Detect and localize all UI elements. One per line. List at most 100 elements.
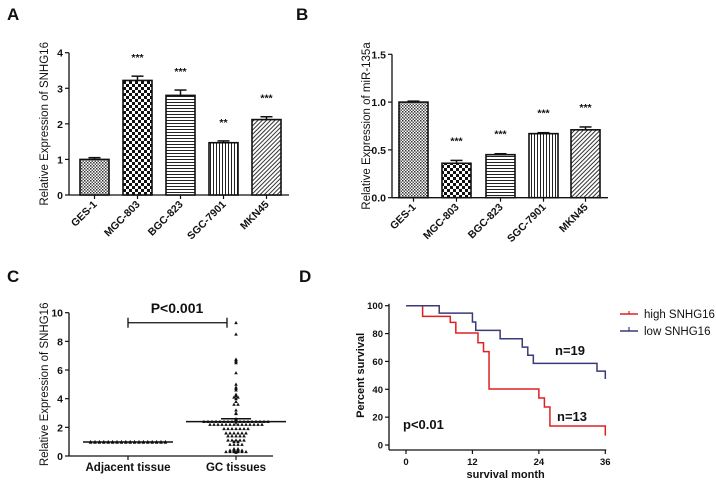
data-point xyxy=(226,434,230,438)
bar-mkn45 xyxy=(570,129,601,199)
data-point xyxy=(236,439,240,444)
data-point xyxy=(220,422,224,426)
y-axis-label: Relative Expression of SNHG16 xyxy=(39,303,51,467)
survival-curve-low xyxy=(406,304,607,379)
y-tick-label: 2 xyxy=(57,422,63,434)
data-point xyxy=(242,434,246,438)
data-point xyxy=(234,399,238,403)
bar-mgc-803 xyxy=(441,162,472,199)
data-point xyxy=(248,422,252,426)
y-tick-label: 3 xyxy=(57,83,63,95)
y-tick-label: 10 xyxy=(51,308,63,320)
data-point xyxy=(232,395,236,399)
data-point xyxy=(228,449,232,454)
data-point xyxy=(232,449,236,454)
data-point xyxy=(234,408,238,412)
n-label: n=19 xyxy=(555,343,585,358)
bar-ges-1 xyxy=(398,101,429,199)
data-point xyxy=(236,431,240,435)
x-tick-label: 12 xyxy=(467,457,478,468)
bar-sgc-7901 xyxy=(528,132,559,199)
data-point xyxy=(230,434,234,438)
data-point xyxy=(208,422,212,426)
significance-label: *** xyxy=(537,108,550,120)
legend-label: high SNHG16 xyxy=(644,309,715,321)
significance-label: *** xyxy=(131,52,144,64)
data-point xyxy=(224,449,228,454)
data-point xyxy=(226,426,230,431)
x-tick-label: SGC-7901 xyxy=(505,201,549,245)
data-point xyxy=(234,450,238,454)
y-tick-label: 0 xyxy=(57,190,63,202)
data-point xyxy=(232,442,236,446)
y-tick-label: 1.0 xyxy=(371,97,386,109)
significance-label: *** xyxy=(450,135,463,147)
data-point xyxy=(216,422,220,426)
panel-label-a: A xyxy=(7,5,19,24)
data-point xyxy=(238,434,242,438)
data-point xyxy=(234,361,238,365)
data-point xyxy=(240,442,244,446)
data-point xyxy=(240,422,244,426)
data-point xyxy=(244,449,248,454)
panel-label-b: B xyxy=(296,5,308,24)
data-point xyxy=(226,438,230,442)
y-tick-label: 0 xyxy=(378,441,383,452)
data-point xyxy=(228,431,232,435)
data-point xyxy=(236,402,240,406)
n-label: n=13 xyxy=(557,409,587,424)
x-tick-label: SGC-7901 xyxy=(185,199,229,243)
data-point xyxy=(260,422,264,426)
y-tick-label: 1.5 xyxy=(371,49,386,61)
y-tick-label: 100 xyxy=(367,301,383,312)
x-tick-label: MGC-803 xyxy=(421,201,462,242)
y-tick-label: 0 xyxy=(57,451,63,463)
data-point xyxy=(244,431,248,435)
x-tick-label: 36 xyxy=(600,457,611,468)
significance-label: *** xyxy=(174,66,187,78)
bar-mgc-803 xyxy=(122,79,153,196)
y-axis-label: Percent survival xyxy=(355,333,367,418)
data-point xyxy=(234,411,238,416)
data-point xyxy=(234,320,238,325)
data-point xyxy=(242,426,246,431)
data-point xyxy=(236,442,240,446)
data-point xyxy=(232,402,236,406)
survival-chart: 0 20 40 60 80 100 0 12 24 36 survival month Percent… xyxy=(355,301,715,481)
x-axis-label: survival month xyxy=(467,469,546,481)
y-tick-label: 4 xyxy=(57,48,63,60)
y-tick-label: 80 xyxy=(372,329,383,340)
data-point xyxy=(222,426,226,431)
data-point xyxy=(234,371,238,375)
data-point xyxy=(230,438,234,442)
x-tick-label: GES-1 xyxy=(388,201,419,232)
data-point xyxy=(246,426,250,431)
x-tick-label: BGC-823 xyxy=(146,199,186,239)
significance-label: *** xyxy=(579,102,592,114)
data-point xyxy=(234,394,238,398)
data-point xyxy=(234,332,238,336)
bar-sgc-7901 xyxy=(208,141,239,196)
data-point xyxy=(242,438,246,442)
data-point xyxy=(224,422,228,426)
significance-label: *** xyxy=(260,93,273,105)
data-point xyxy=(232,439,236,444)
data-point xyxy=(234,434,238,438)
x-tick-label: BGC-823 xyxy=(466,201,506,241)
y-tick-label: 2 xyxy=(57,119,63,131)
y-tick-label: 40 xyxy=(372,385,383,396)
x-tick-label: GES-1 xyxy=(69,199,100,230)
data-point xyxy=(234,438,238,442)
bar-ges-1 xyxy=(79,158,110,196)
bar-chart-snhg16: 0 1 2 3 4 Relative Expression of SNHG16 GES-1 *… xyxy=(39,42,289,242)
data-point xyxy=(230,426,234,431)
data-point xyxy=(238,426,242,431)
data-point xyxy=(240,449,244,454)
y-tick-label: 6 xyxy=(57,365,63,377)
bar-bgc-823 xyxy=(165,94,196,196)
data-point xyxy=(232,431,236,435)
data-point xyxy=(234,388,238,392)
bar-bgc-823 xyxy=(485,153,516,199)
x-tick-label: GC tissues xyxy=(206,462,266,474)
